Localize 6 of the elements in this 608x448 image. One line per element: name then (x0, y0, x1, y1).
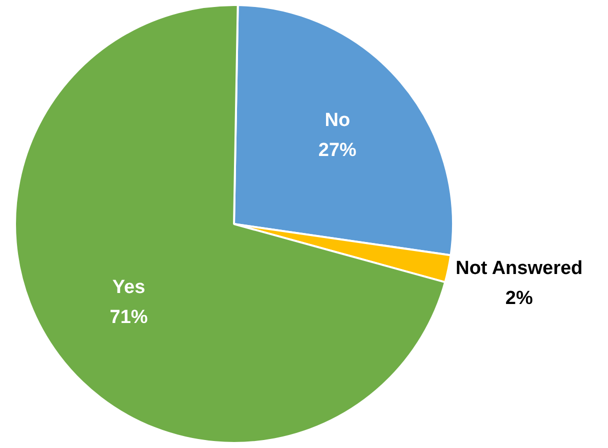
data-label: 2% (505, 288, 533, 309)
slice-label: No (324, 110, 350, 132)
data-label: 27% (318, 140, 357, 162)
slice-label: Not Answered (456, 258, 583, 279)
data-label: 71% (110, 306, 148, 328)
slice-label: Yes (112, 276, 146, 298)
